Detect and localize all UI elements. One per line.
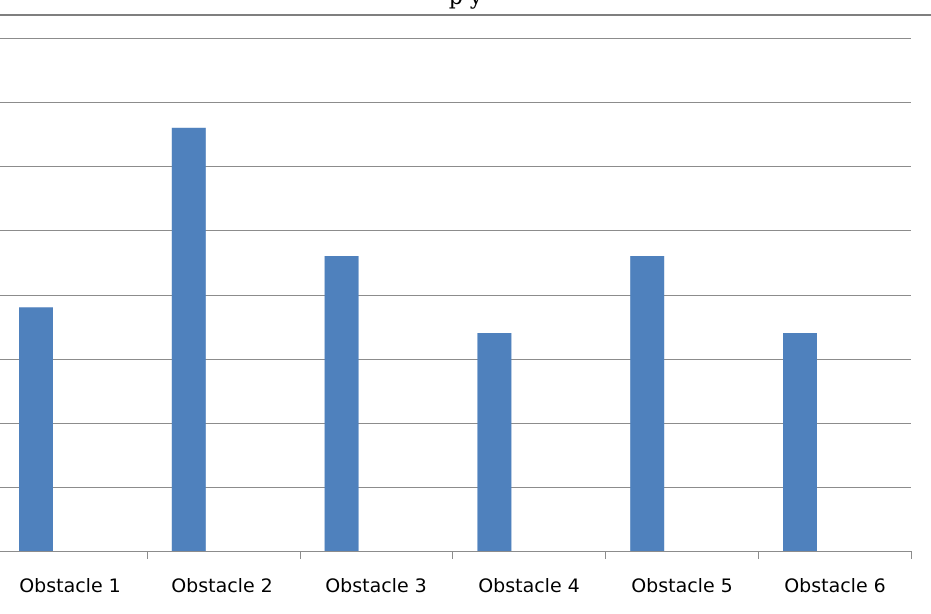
x-tick-label: Obstacle 1: [19, 575, 121, 597]
x-tick-label: Obstacle 5: [631, 575, 733, 597]
chart-title-clipped: p y: [0, 0, 931, 14]
bars: [19, 127, 817, 552]
bar-1: [19, 307, 53, 551]
bar-5: [630, 256, 665, 551]
bar-2: [171, 127, 206, 552]
x-tick-label: Obstacle 4: [478, 575, 580, 597]
bar-6: [783, 333, 817, 551]
bar-4: [477, 333, 512, 551]
x-tick-label: Obstacle 3: [325, 575, 427, 597]
title-divider: [0, 14, 931, 16]
bar-3: [324, 256, 359, 551]
x-tick-label: Obstacle 2: [171, 575, 273, 597]
gridlines: [0, 38, 911, 488]
chart-title: p y: [0, 0, 931, 10]
x-tick-label: Obstacle 6: [784, 575, 886, 597]
